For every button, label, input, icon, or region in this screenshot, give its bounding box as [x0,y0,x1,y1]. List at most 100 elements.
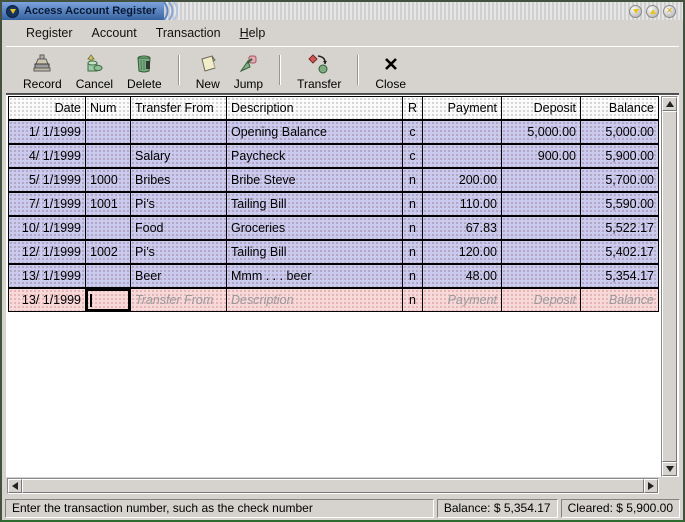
register-table: Date Num Transfer From Description R Payment D… [8,96,659,312]
cell-date[interactable]: 7/ 1/1999 [9,193,85,215]
cell-balance[interactable]: 5,000.00 [581,121,658,143]
cell-r[interactable]: n [403,169,422,191]
vertical-scrollbar[interactable] [661,96,678,477]
column-header-payment: Payment [423,97,501,119]
statusbar: Enter the transaction number, such as th… [4,498,681,519]
cell-num[interactable] [86,145,130,167]
cell-date[interactable]: 1/ 1/1999 [9,121,85,143]
scroll-left-button[interactable] [8,479,22,493]
cell-deposit[interactable] [502,241,580,263]
cell-payment[interactable]: 120.00 [423,241,501,263]
menu-register[interactable]: Register [26,26,73,40]
cell-num[interactable] [86,265,130,287]
cell-transfer[interactable] [131,121,226,143]
transfer-button[interactable]: Transfer [290,48,348,92]
cell-description[interactable]: Mmm . . . beer [227,265,402,287]
cell-date[interactable]: 13/ 1/1999 [9,289,85,311]
cell-deposit[interactable]: Deposit [502,289,580,311]
cell-num[interactable]: 1000 [86,169,130,191]
scroll-down-button[interactable] [662,462,677,476]
cell-transfer[interactable]: Beer [131,265,226,287]
cell-date[interactable]: 4/ 1/1999 [9,145,85,167]
cell-balance[interactable]: 5,900.00 [581,145,658,167]
scroll-up-button[interactable] [662,97,677,111]
cell-balance[interactable]: 5,590.00 [581,193,658,215]
cell-payment[interactable]: 67.83 [423,217,501,239]
cell-date[interactable]: 13/ 1/1999 [9,265,85,287]
cell-payment[interactable] [423,121,501,143]
scroll-down-icon [665,466,674,472]
cell-payment[interactable]: 110.00 [423,193,501,215]
cell-r[interactable]: n [403,193,422,215]
cell-description[interactable]: Groceries [227,217,402,239]
cell-description[interactable]: Description [227,289,402,311]
cleared-panel: Cleared: $ 5,900.00 [560,499,680,518]
minimize-button[interactable] [629,4,642,18]
cell-payment[interactable]: 48.00 [423,265,501,287]
cell-deposit[interactable]: 5,000.00 [502,121,580,143]
cell-r[interactable]: c [403,121,422,143]
cell-deposit[interactable] [502,193,580,215]
cell-deposit[interactable]: 900.00 [502,145,580,167]
toolbar: Record Cancel Delete [6,46,679,94]
column-header-balance: Balance [581,97,658,119]
cell-transfer[interactable]: Transfer From [131,289,226,311]
cell-r[interactable]: n [403,289,422,311]
column-header-deposit: Deposit [502,97,580,119]
window-menu-button[interactable] [6,4,19,18]
cell-description[interactable]: Bribe Steve [227,169,402,191]
close-window-icon: ✕ [666,6,673,15]
cell-balance[interactable]: Balance [581,289,658,311]
cell-num[interactable]: 1001 [86,193,130,215]
cell-balance[interactable]: 5,700.00 [581,169,658,191]
cell-date[interactable]: 10/ 1/1999 [9,217,85,239]
cell-num[interactable]: 1002 [86,241,130,263]
cell-transfer[interactable]: Salary [131,145,226,167]
cell-balance[interactable]: 5,354.17 [581,265,658,287]
cell-description[interactable]: Tailing Bill [227,241,402,263]
menu-account[interactable]: Account [91,26,137,40]
cell-num[interactable] [86,217,130,239]
cell-r[interactable]: n [403,241,422,263]
cell-balance[interactable]: 5,402.17 [581,241,658,263]
column-header-date: Date [9,97,85,119]
record-button[interactable]: Record [16,48,69,92]
scroll-right-button[interactable] [644,479,658,493]
menu-help[interactable]: Help [239,26,266,40]
delete-button[interactable]: Delete [120,48,169,92]
cell-date[interactable]: 12/ 1/1999 [9,241,85,263]
new-button[interactable]: New [189,48,227,92]
cell-balance[interactable]: 5,522.17 [581,217,658,239]
jump-button[interactable]: Jump [227,48,270,92]
horizontal-scrollbar-thumb[interactable] [22,479,644,493]
cell-transfer[interactable]: Pi’s [131,193,226,215]
cell-description[interactable]: Paycheck [227,145,402,167]
horizontal-scrollbar[interactable] [7,478,659,494]
titlebar-drag-area[interactable] [178,2,629,20]
cell-payment[interactable]: Payment [423,289,501,311]
cell-num[interactable] [86,289,130,311]
cell-r[interactable]: n [403,265,422,287]
cell-transfer[interactable]: Pi’s [131,241,226,263]
cell-description[interactable]: Tailing Bill [227,193,402,215]
cell-r[interactable]: c [403,145,422,167]
menu-transaction[interactable]: Transaction [155,26,221,40]
maximize-button[interactable] [646,4,659,18]
cell-payment[interactable] [423,145,501,167]
cancel-button[interactable]: Cancel [69,48,120,92]
cell-deposit[interactable] [502,265,580,287]
cell-num[interactable] [86,121,130,143]
cell-date[interactable]: 5/ 1/1999 [9,169,85,191]
close-button[interactable]: Close [368,48,413,92]
close-window-button[interactable]: ✕ [663,4,676,18]
cell-transfer[interactable]: Bribes [131,169,226,191]
cell-description[interactable]: Opening Balance [227,121,402,143]
cell-deposit[interactable] [502,169,580,191]
vertical-scrollbar-thumb[interactable] [662,111,677,462]
titlebar[interactable]: Access Account Register ✕ [2,2,683,20]
cell-deposit[interactable] [502,217,580,239]
cell-r[interactable]: n [403,217,422,239]
cell-payment[interactable]: 200.00 [423,169,501,191]
jump-arrow-icon [239,55,257,73]
cell-transfer[interactable]: Food [131,217,226,239]
